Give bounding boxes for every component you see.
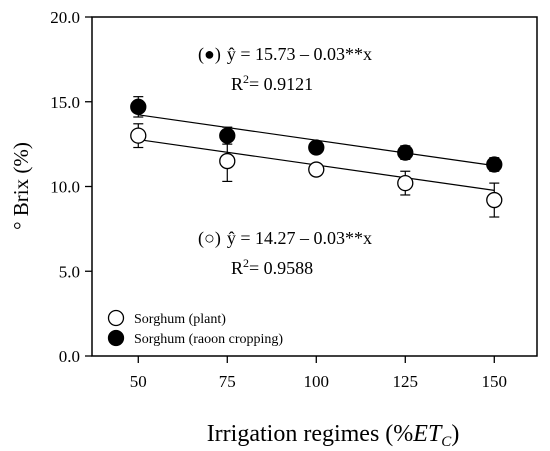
y-axis-ticks: 0.0 5.0 10.0 15.0 20.0 [50, 8, 92, 366]
legend-label-plant: Sorghum (plant) [134, 312, 226, 327]
equation-plant: (○) ŷ = 14.27 – 0.03**x [198, 228, 372, 249]
data-point-plant [219, 152, 236, 170]
r2-raoon-exponent: 2 [243, 72, 249, 86]
equation-raoon-formula: ŷ = 15.73 – 0.03**x [227, 44, 372, 64]
x-axis-title: Irrigation regimes (%ETC) [207, 421, 460, 450]
equation-raoon: (●) ŷ = 15.73 – 0.03**x [198, 44, 372, 65]
x-tick-label: 100 [304, 372, 330, 391]
r2-plant-label: R [231, 258, 243, 278]
y-tick-label: 5.0 [59, 262, 80, 281]
r2-plant-exponent: 2 [243, 256, 249, 270]
legend-label-raoon: Sorghum (raoon cropping) [134, 332, 283, 347]
y-axis-title: ° Brix (%) [9, 142, 33, 230]
x-tick-label: 125 [393, 372, 419, 391]
equation-plant-symbol: (○) [198, 228, 221, 249]
data-point-plant [486, 191, 503, 209]
x-axis-title-close: ) [451, 421, 459, 447]
data-point-raoon [308, 139, 325, 156]
y-tick-label: 0.0 [59, 347, 80, 366]
y-tick-label: 10.0 [50, 178, 80, 197]
r2-raoon-value: = 0.9121 [249, 74, 313, 94]
legend-marker-plant [107, 309, 125, 327]
legend: Sorghum (plant) Sorghum (raoon cropping) [107, 309, 283, 347]
x-tick-label: 50 [130, 372, 147, 391]
data-points [130, 98, 503, 209]
r2-plant-value: = 0.9588 [249, 258, 313, 278]
x-axis-title-italic: ET [412, 421, 443, 447]
r2-plant: R2= 0.9588 [231, 256, 313, 278]
equation-plant-formula: ŷ = 14.27 – 0.03**x [227, 228, 372, 248]
y-tick-label: 15.0 [50, 93, 80, 112]
legend-marker-raoon [107, 329, 125, 347]
data-point-raoon [130, 98, 147, 115]
data-point-plant [130, 127, 147, 144]
r2-raoon-label: R [231, 74, 243, 94]
data-point-plant [397, 174, 414, 192]
x-axis-ticks: 50 75 100 125 150 [130, 356, 507, 391]
data-point-plant [308, 161, 325, 178]
y-tick-label: 20.0 [50, 8, 80, 27]
x-axis-title-main: Irrigation regimes (% [207, 421, 414, 447]
x-tick-label: 150 [482, 372, 508, 391]
data-point-raoon [397, 144, 414, 161]
data-point-raoon [219, 127, 236, 144]
x-axis-title-subscript: C [441, 434, 452, 450]
x-tick-label: 75 [219, 372, 236, 391]
r2-raoon: R2= 0.9121 [231, 72, 313, 94]
data-point-raoon [486, 156, 503, 173]
equation-raoon-symbol: (●) [198, 44, 221, 65]
